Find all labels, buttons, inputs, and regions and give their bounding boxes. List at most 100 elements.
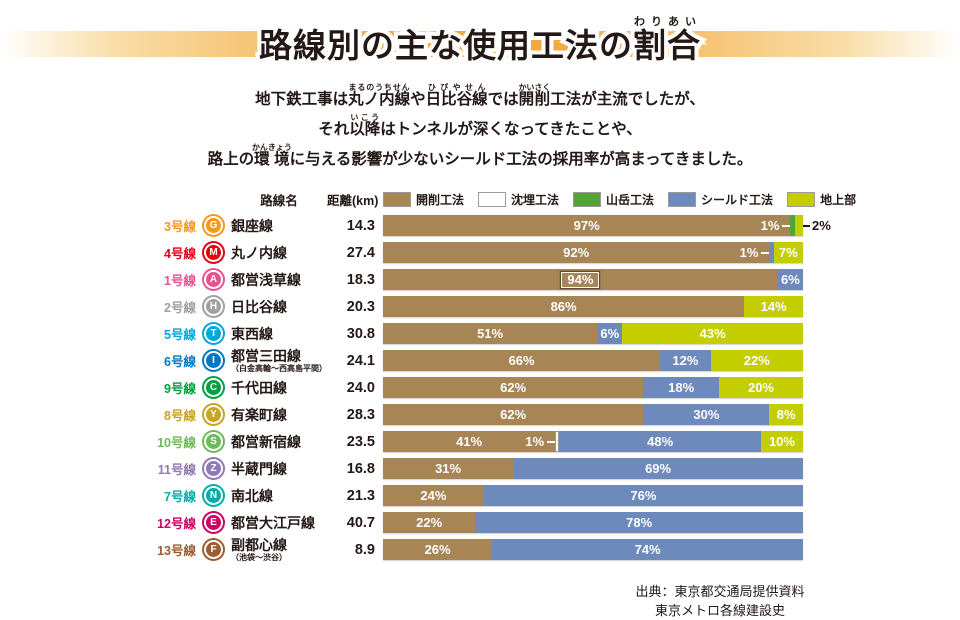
callout-dash [547, 440, 556, 443]
stacked-bar: 86% 14% [383, 296, 803, 317]
line-distance-value: 24.1 [346, 352, 375, 369]
bar-segment-kaisaku: 86% [383, 296, 745, 317]
bar-segment-kaisaku: 62% [383, 404, 644, 425]
line-number: 4号線 [164, 247, 196, 261]
intro-line-3: 路上の環境かんきょうに与える影響が少ないシールド工法の採用率が高まってきました。 [207, 143, 753, 168]
line-symbol-badge: I [202, 349, 225, 372]
line-symbol-letter: E [206, 515, 221, 530]
bar-column: 92% 1% 7% [383, 242, 803, 263]
line-distance-value: 40.7 [346, 514, 375, 531]
segment-percent-label: 74% [634, 542, 661, 557]
line-name-text: 千代田線 [231, 379, 287, 396]
line-row: 1号線 A 都営浅草線 18.3 94% 6% [0, 268, 960, 291]
line-symbol-badge: Y [202, 403, 225, 426]
line-name-text: 銀座線 [231, 217, 273, 234]
line-name-text: 丸ノ内線 [231, 244, 287, 261]
line-number: 13号線 [157, 544, 196, 558]
line-name-text: 都営三田線 [231, 347, 301, 364]
line-name: 有楽町線 [231, 408, 327, 422]
line-distance-value: 18.3 [346, 271, 375, 288]
page-title-text: 路線別の主な使用工法の割合わりあい [259, 16, 701, 64]
bar-segment-shield: 6% [597, 323, 623, 344]
stacked-bar: 31% 69% [383, 458, 803, 479]
bar-segment-chijo: 43% [622, 323, 803, 344]
stacked-bar: 51% 6% 43% [383, 323, 803, 344]
line-name-text: 日比谷線 [231, 298, 287, 315]
line-symbol-letter: Z [206, 461, 221, 476]
shield-swatch [668, 191, 697, 207]
stacked-bar: 92% 1% 7% [383, 242, 803, 263]
bar-column: 51% 6% 43% [383, 323, 803, 344]
construction-method-chart: 路線名 距離(km) 開削工法 沈埋工法 山岳工法 [0, 187, 960, 562]
line-row: 10号線 S 都営新宿線 23.5 41% 1% 48% 10% [0, 430, 960, 453]
bar-segment-kaisaku: 51% [383, 323, 598, 344]
bar-segment-chijo: 22% [710, 350, 803, 371]
bar-segment-shield: 69% [513, 458, 803, 479]
bar-segment-kaisaku: 24% [383, 485, 484, 506]
line-number: 2号線 [164, 301, 196, 315]
line-symbol-letter: I [206, 353, 221, 368]
line-symbol-letter: F [206, 542, 221, 557]
chijo-swatch [787, 191, 816, 207]
line-symbol-letter: G [206, 218, 221, 233]
source-line-1: 出典：東京都交通局提供資料 [635, 584, 805, 599]
line-name-text: 有楽町線 [231, 406, 287, 423]
line-name-text: 都営浅草線 [231, 271, 301, 288]
line-symbol-badge: A [202, 268, 225, 291]
legend-item-shield: シールド工法 [668, 191, 773, 208]
line-distance-value: 20.3 [346, 298, 375, 315]
line-distance: 14.3 [327, 218, 375, 234]
line-distance: 20.3 [327, 299, 375, 315]
bar-column: 62% 18% 20% [383, 377, 803, 398]
line-name: 副都心線 （池袋～渋谷） [231, 538, 327, 562]
line-symbol-badge: C [202, 376, 225, 399]
line-symbol-letter: H [206, 299, 221, 314]
line-distance-value: 16.8 [346, 460, 375, 477]
line-distance-value: 30.8 [346, 325, 375, 342]
segment-percent-label: 92% [563, 245, 590, 260]
segment-percent-label: 41% [456, 434, 483, 449]
line-symbol-letter: Y [206, 407, 221, 422]
line-row: 3号線 G 銀座線 14.3 97% 1% 2% [0, 214, 960, 237]
segment-percent-label: 12% [672, 353, 699, 368]
line-distance: 8.9 [327, 542, 375, 558]
line-distance: 40.7 [327, 515, 375, 531]
bar-segment-shield: 78% [475, 512, 803, 533]
legend-item-kaisaku: 開削工法 [383, 191, 464, 208]
line-row: 4号線 M 丸ノ内線 27.4 92% 1% 7% [0, 241, 960, 264]
callout-dash [803, 224, 810, 227]
stacked-bar: 66% 12% 22% [383, 350, 803, 371]
line-name-text: 副都心線 [231, 536, 287, 553]
stacked-bar: 97% 1% 2% [383, 215, 831, 236]
bar-segment-chijo: 7% [773, 242, 803, 263]
line-symbol-letter: C [206, 380, 221, 395]
segment-percent-label: 78% [626, 515, 653, 530]
bar-segment-kaisaku: 31% [383, 458, 514, 479]
header-distance: 距離(km) [327, 193, 379, 208]
line-distance-value: 28.3 [346, 406, 375, 423]
bar-column: 26% 74% [383, 539, 803, 560]
intro-paragraph: 地下鉄工事は丸ノ内線まるのうちせんや日比谷線ひびやせんでは開削かいさく工法が主流… [0, 83, 960, 173]
line-distance-value: 24.0 [346, 379, 375, 396]
bar-column: 62% 30% 8% [383, 404, 803, 425]
bar-segment-shield: 48% [559, 431, 761, 452]
bar-segment-shield: 6% [777, 269, 803, 290]
line-distance-value: 27.4 [346, 244, 375, 261]
title-band [0, 31, 960, 57]
line-number: 3号線 [164, 220, 196, 234]
line-symbol-badge: H [202, 295, 225, 318]
bar-segment-kaisaku: 97% [383, 215, 791, 236]
legend-item-sangaku: 山岳工法 [573, 191, 654, 208]
segment-percent-label: 6% [600, 326, 620, 341]
line-name: 都営大江戸線 [231, 516, 327, 530]
segment-percent-callout: 1% [761, 215, 791, 236]
stacked-bar: 24% 76% [383, 485, 803, 506]
bar-segment-shield [769, 242, 774, 263]
line-number: 6号線 [164, 355, 196, 369]
line-symbol-badge: N [202, 484, 225, 507]
line-number: 12号線 [157, 517, 196, 531]
segment-percent-callout: 1% [525, 431, 556, 452]
segment-percent-label: 62% [500, 380, 527, 395]
bar-segment-chijo [794, 215, 803, 236]
bar-column: 22% 78% [383, 512, 803, 533]
